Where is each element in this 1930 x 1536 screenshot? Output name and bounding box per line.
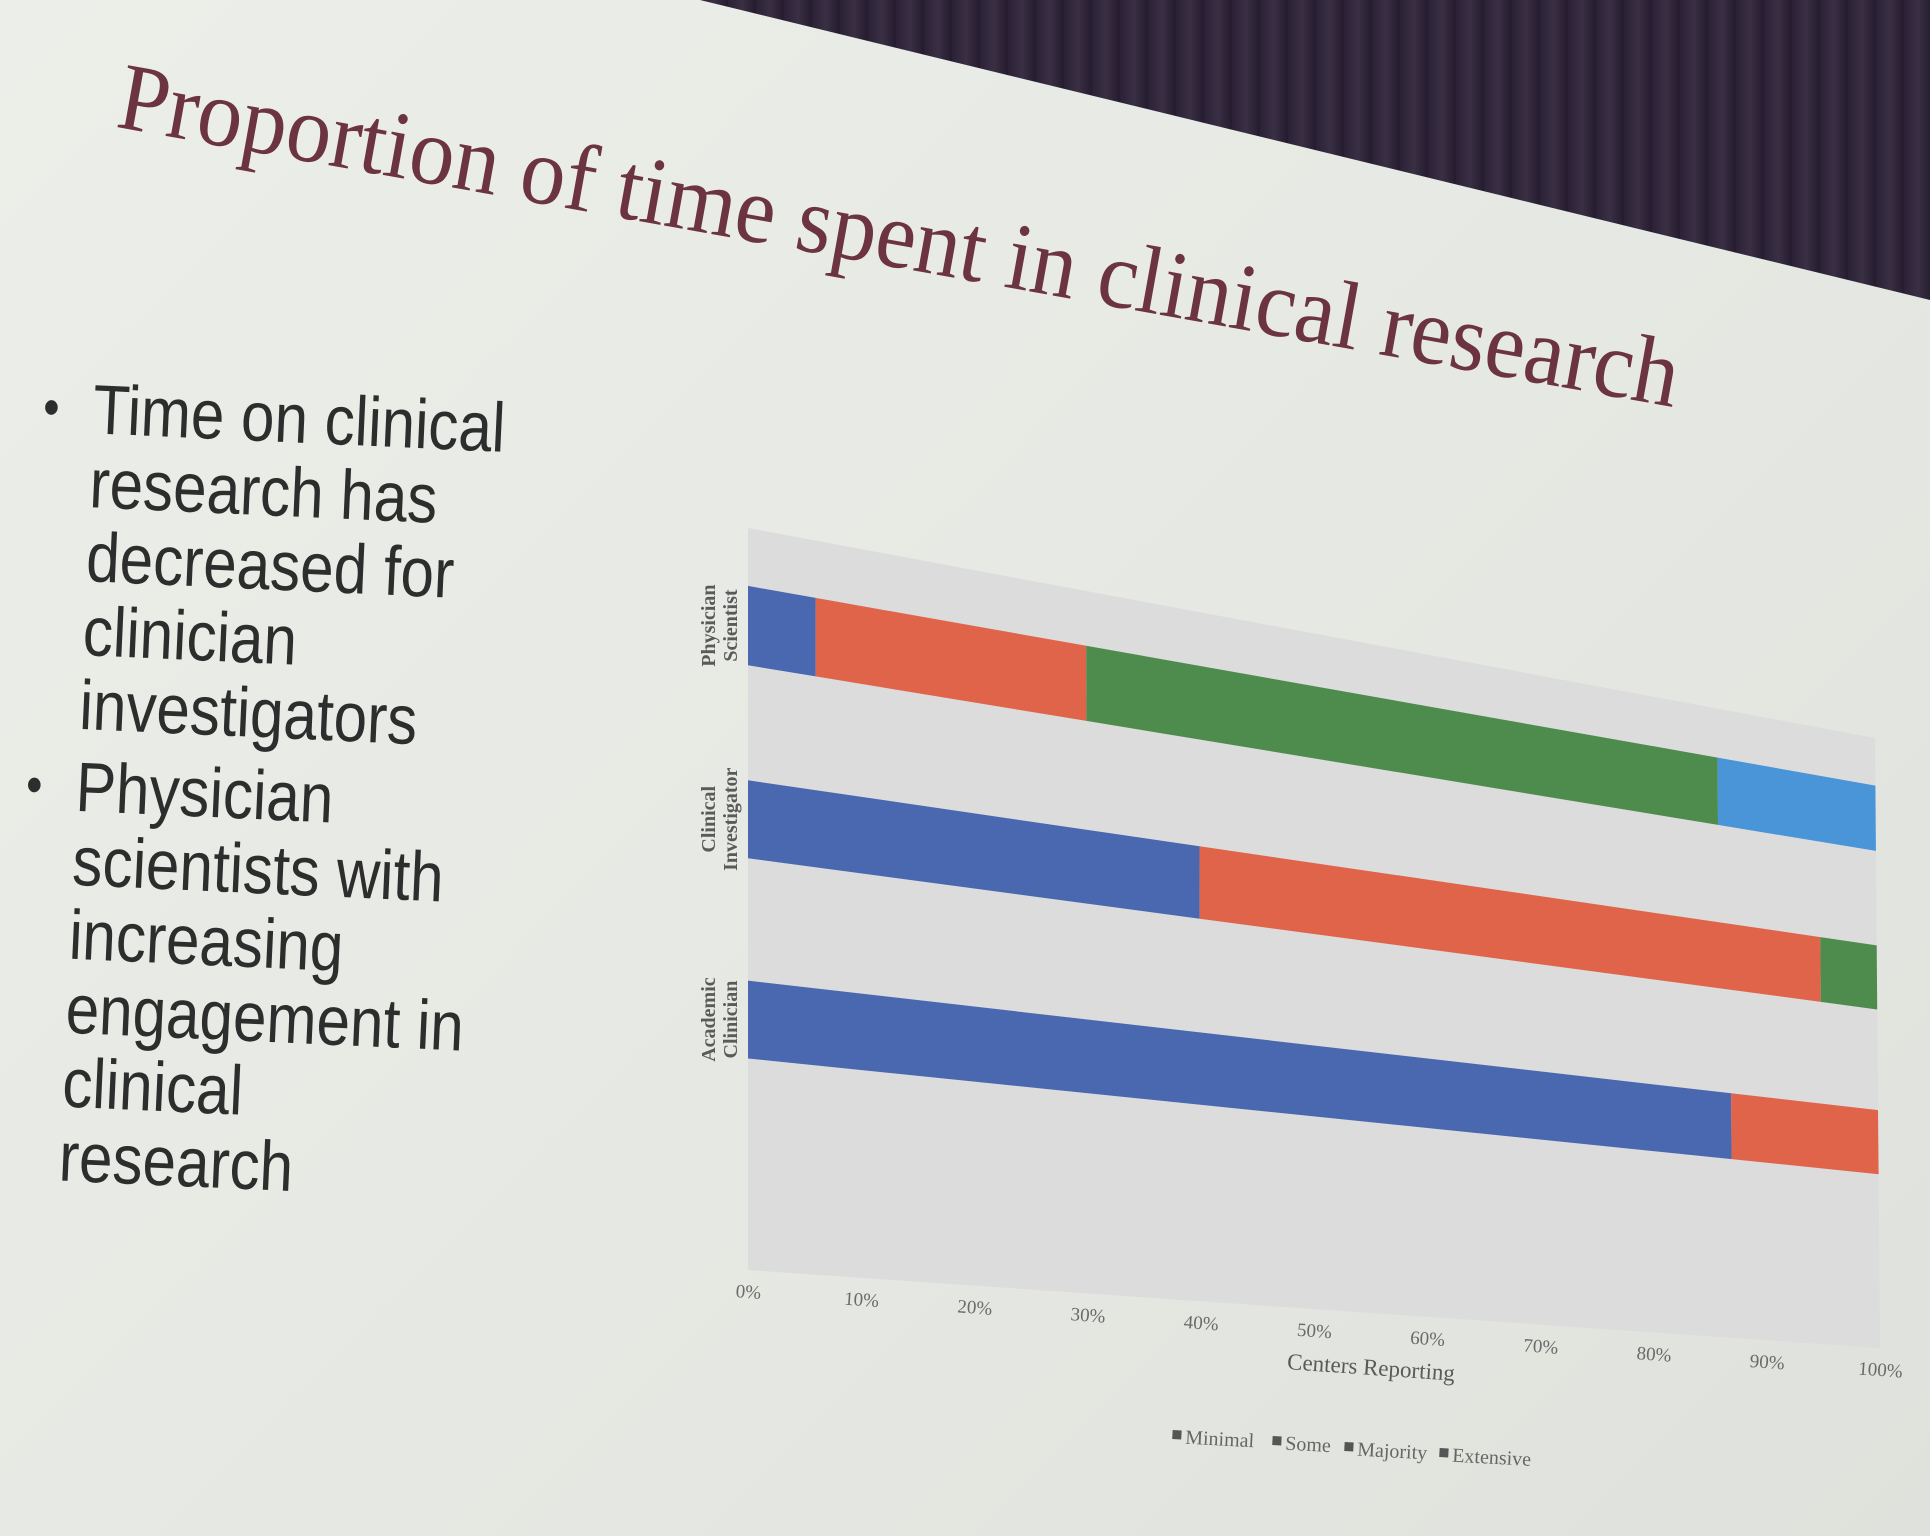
legend-entry: Majority [1357,1439,1428,1465]
legend-swatch [1272,1436,1282,1446]
x-tick-label: 60% [1409,1328,1445,1351]
legend-entry: Some [1285,1433,1332,1457]
category-label: ClinicalInvestigator [698,767,742,870]
x-tick-label: 20% [957,1296,993,1319]
bar-segment-some [815,597,1087,721]
bar-segment-minimal [748,780,1200,919]
legend-entry: Extensive [1452,1445,1532,1471]
x-axis-title: Centers Reporting [1286,1349,1456,1386]
bar-segment-some [1731,1093,1879,1175]
legend-swatch [1344,1442,1354,1452]
x-tick-label: 100% [1858,1358,1904,1382]
bar-segment-minimal [748,980,1732,1160]
x-tick-label: 80% [1636,1343,1672,1366]
x-tick-label: 70% [1523,1335,1559,1358]
bar-segment-extensive [1717,757,1876,851]
bar-segment-minimal [748,585,816,677]
x-tick-label: 30% [1070,1304,1106,1327]
legend-swatch [1439,1448,1449,1458]
bar-segment-some [1199,846,1821,1002]
bar-segment-majority [1086,645,1718,825]
category-label: PhysicianScientist [698,584,742,666]
x-tick-label: 10% [843,1289,879,1312]
legend-entry: Minimal [1185,1427,1255,1453]
x-tick-label: 0% [735,1281,762,1304]
bar-segment-majority [1820,937,1878,1010]
x-tick-label: 50% [1296,1320,1332,1343]
category-label: AcademicClinician [698,977,742,1062]
x-tick-label: 90% [1749,1351,1785,1374]
legend-swatch [1172,1430,1182,1440]
x-tick-label: 40% [1183,1312,1219,1335]
